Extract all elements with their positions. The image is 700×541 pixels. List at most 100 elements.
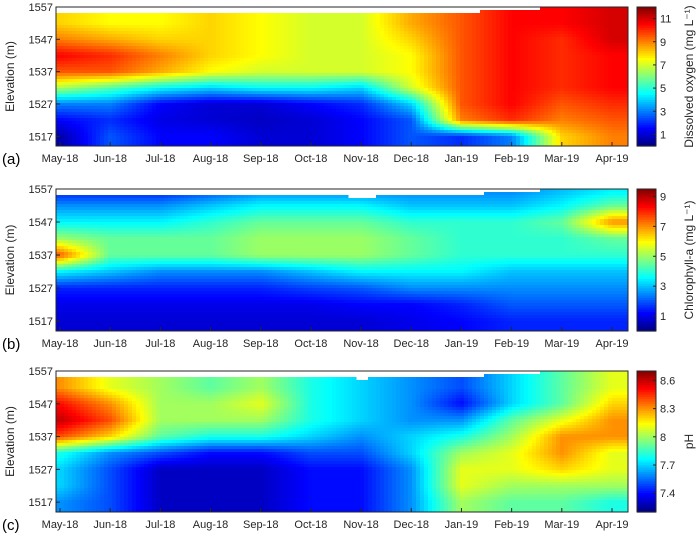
heatmap-cell bbox=[60, 73, 65, 77]
heatmap-cell bbox=[252, 124, 257, 128]
heatmap-cell bbox=[120, 109, 125, 113]
heatmap-cell bbox=[232, 61, 237, 65]
heatmap-cell bbox=[296, 61, 301, 65]
heatmap-cell bbox=[484, 115, 489, 119]
heatmap-cell bbox=[480, 73, 485, 77]
heatmap-cell bbox=[300, 88, 305, 92]
heatmap-cell bbox=[284, 13, 289, 17]
heatmap-cell bbox=[452, 25, 457, 29]
heatmap-cell bbox=[108, 70, 113, 74]
heatmap-cell bbox=[352, 109, 357, 113]
heatmap-cell bbox=[416, 100, 421, 104]
heatmap-cell bbox=[60, 52, 65, 56]
heatmap-cell bbox=[228, 133, 233, 137]
heatmap-cell bbox=[380, 115, 385, 119]
heatmap-cell bbox=[80, 43, 85, 47]
heatmap-cell bbox=[212, 121, 217, 125]
heatmap-cell bbox=[492, 40, 497, 44]
heatmap-cell bbox=[184, 37, 189, 41]
heatmap-cell bbox=[336, 40, 341, 44]
heatmap-cell bbox=[256, 34, 261, 38]
heatmap-cell bbox=[68, 22, 73, 26]
heatmap-cell bbox=[324, 106, 329, 110]
heatmap-cell bbox=[176, 127, 181, 131]
heatmap-cell bbox=[100, 88, 105, 92]
heatmap-cell bbox=[236, 19, 241, 23]
heatmap-cell bbox=[464, 64, 469, 68]
heatmap-cell bbox=[312, 70, 317, 74]
heatmap-cell bbox=[468, 61, 473, 65]
heatmap-cell bbox=[300, 64, 305, 68]
heatmap-cell bbox=[340, 61, 345, 65]
heatmap-cell bbox=[336, 142, 341, 146]
heatmap-cell bbox=[316, 34, 321, 38]
heatmap-cell bbox=[140, 82, 145, 86]
heatmap-cell bbox=[96, 28, 101, 32]
heatmap-cell bbox=[140, 28, 145, 32]
heatmap-cell bbox=[152, 37, 157, 41]
heatmap-cell bbox=[240, 136, 245, 140]
heatmap-cell bbox=[140, 58, 145, 62]
heatmap-cell bbox=[180, 118, 185, 122]
heatmap-cell bbox=[460, 136, 465, 140]
heatmap-cell bbox=[472, 25, 477, 29]
heatmap-cell bbox=[304, 25, 309, 29]
heatmap-cell bbox=[436, 43, 441, 47]
heatmap-cell bbox=[424, 106, 429, 110]
heatmap-cell bbox=[416, 19, 421, 23]
heatmap-cell bbox=[260, 52, 265, 56]
heatmap-cell bbox=[316, 82, 321, 86]
heatmap-cell bbox=[92, 61, 97, 65]
heatmap-cell bbox=[236, 70, 241, 74]
heatmap-cell bbox=[108, 91, 113, 95]
heatmap-cell bbox=[360, 55, 365, 59]
heatmap-cell bbox=[400, 76, 405, 80]
heatmap-cell bbox=[132, 82, 137, 86]
heatmap-cell bbox=[96, 136, 101, 140]
heatmap-cell bbox=[152, 58, 157, 62]
heatmap-cell bbox=[76, 85, 81, 89]
heatmap-cell bbox=[344, 64, 349, 68]
heatmap-cell bbox=[292, 61, 297, 65]
heatmap-cell bbox=[384, 28, 389, 32]
heatmap-cell bbox=[328, 43, 333, 47]
heatmap-cell bbox=[116, 100, 121, 104]
heatmap-cell bbox=[312, 118, 317, 122]
heatmap-cell bbox=[324, 103, 329, 107]
heatmap-cell bbox=[404, 139, 409, 143]
heatmap-cell bbox=[376, 91, 381, 95]
heatmap-cell bbox=[280, 22, 285, 26]
heatmap-cell bbox=[256, 13, 261, 17]
heatmap-cell bbox=[224, 52, 229, 56]
heatmap-cell bbox=[128, 139, 133, 143]
heatmap-cell bbox=[248, 112, 253, 116]
heatmap-cell bbox=[424, 61, 429, 65]
heatmap-cell bbox=[112, 28, 117, 32]
heatmap-cell bbox=[368, 19, 373, 23]
heatmap-cell bbox=[228, 91, 233, 95]
heatmap-cell bbox=[220, 16, 225, 20]
heatmap-cell bbox=[268, 40, 273, 44]
heatmap-cell bbox=[200, 136, 205, 140]
heatmap-cell bbox=[312, 97, 317, 101]
heatmap-cell bbox=[196, 64, 201, 68]
heatmap-cell bbox=[336, 100, 341, 104]
heatmap-cell bbox=[404, 19, 409, 23]
heatmap-cell bbox=[128, 25, 133, 29]
heatmap-cell bbox=[136, 79, 141, 83]
heatmap-cell bbox=[184, 79, 189, 83]
heatmap-cell bbox=[116, 115, 121, 119]
heatmap-cell bbox=[404, 76, 409, 80]
heatmap-cell bbox=[92, 64, 97, 68]
heatmap-cell bbox=[152, 139, 157, 143]
heatmap-cell bbox=[120, 79, 125, 83]
heatmap-cell bbox=[364, 79, 369, 83]
heatmap-cell bbox=[128, 13, 133, 17]
heatmap-cell bbox=[384, 109, 389, 113]
heatmap-cell bbox=[192, 133, 197, 137]
heatmap-cell bbox=[188, 106, 193, 110]
heatmap-cell bbox=[456, 19, 461, 23]
heatmap-cell bbox=[412, 82, 417, 86]
heatmap-cell bbox=[400, 64, 405, 68]
heatmap-cell bbox=[480, 139, 485, 143]
